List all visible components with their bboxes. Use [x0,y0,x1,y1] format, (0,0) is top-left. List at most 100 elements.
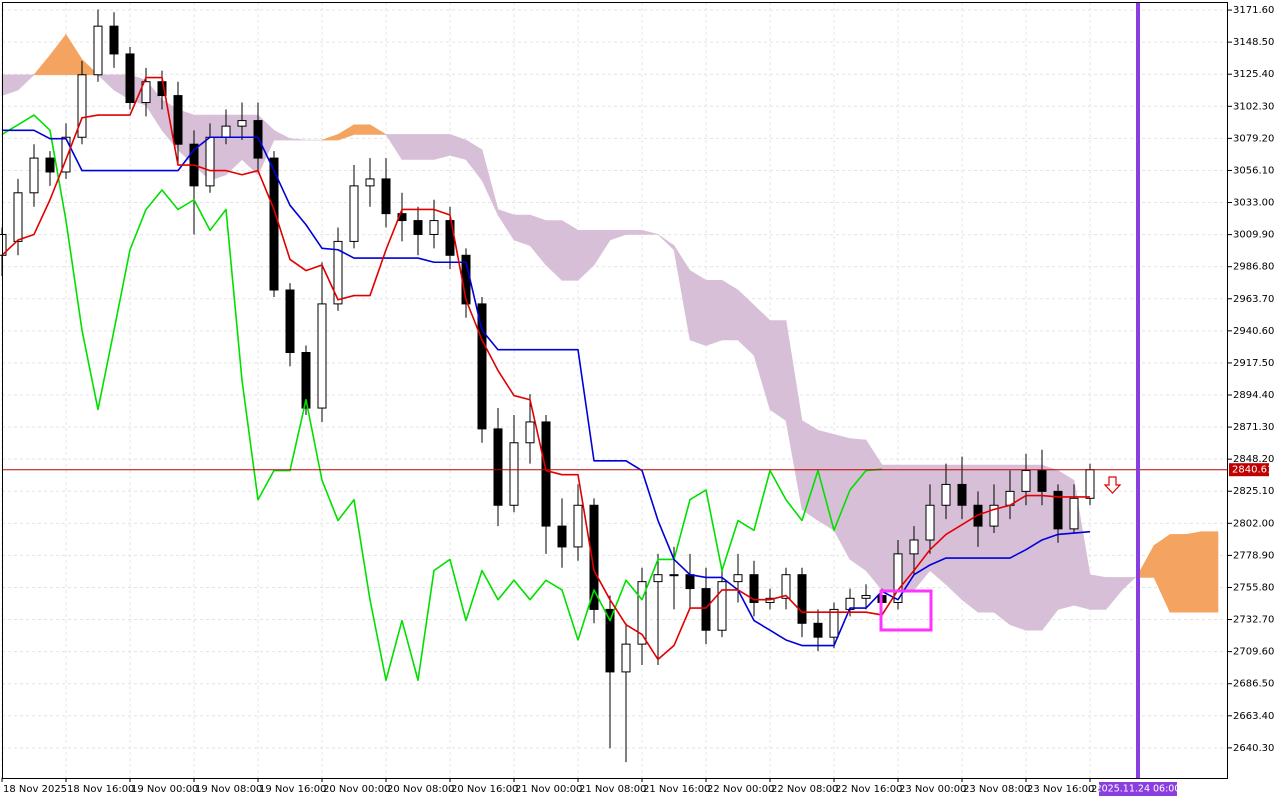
candle-body [685,574,695,590]
candle-body [893,553,903,603]
candle-body [221,125,231,138]
y-tick-label: 2917.50 [1233,358,1274,369]
candles [0,9,1095,763]
candle-body [317,303,327,409]
candle-body [477,303,487,430]
y-tick-label: 2940.60 [1233,326,1274,337]
cloud-segment [865,438,883,591]
candle-body [253,120,263,159]
x-tick-label: 21 Nov 08:00 [579,784,646,795]
candle-body [525,421,535,444]
cloud-segment [689,270,707,346]
candle-body [205,136,215,187]
indicator-line [2,129,1091,647]
cloud-segment [561,220,579,281]
candle-body [557,525,567,548]
y-tick-label: 3079.20 [1233,133,1274,144]
candle-body [573,504,583,548]
y-tick-label: 2709.60 [1233,647,1274,658]
candle-body [1037,470,1047,492]
y-tick-label: 3125.40 [1233,69,1274,80]
cloud-segment [705,279,723,346]
candle-body [861,595,871,599]
candle-body [813,622,823,638]
candle-body [669,574,679,577]
y-tick-label: 2871.30 [1233,422,1274,433]
plot-frame [2,2,1228,779]
candle-body [141,81,151,104]
y-tick-label: 2848.20 [1233,454,1274,465]
y-tick-label: 3171.60 [1233,5,1274,16]
candle-body [541,421,551,527]
candle-body [109,25,119,55]
candle-body [397,213,407,222]
cloud-segment [625,230,643,235]
current-price-box [1229,463,1269,477]
x-tick-label: 18 Nov 2025 [3,784,67,795]
candle-body [733,574,743,583]
cloud-segment [721,279,739,341]
cloud-segment [977,464,995,613]
candle-body [29,157,39,194]
cloud-segment [289,138,307,141]
candle-body [349,185,359,242]
x-tick-label: 20 Nov 08:00 [387,784,454,795]
cloud-segment [369,124,388,135]
y-tick-label: 2640.30 [1233,743,1274,754]
time-marker-box [1099,782,1177,796]
candle-body [829,608,839,638]
x-tick-label: 22 Nov 16:00 [835,784,902,795]
candle-body [429,220,439,235]
candle-body [1053,490,1063,530]
x-tick-label: 19 Nov 00:00 [131,784,198,795]
y-tick-label: 2963.70 [1233,294,1274,305]
time-marker-label: 2025.11.24 06:00 [1096,784,1181,795]
cloud-segment [769,320,787,422]
candle-body [333,240,343,305]
candle-body [77,74,87,138]
cloud-segment [1185,531,1203,613]
candle-body [1069,497,1079,530]
y-tick-label: 2894.40 [1233,390,1274,401]
candle-body [621,643,631,673]
x-tick-label: 20 Nov 00:00 [323,784,390,795]
axes: 3171.60 3148.50 3125.40 3102.30 3079.20 3056.… [1,5,1274,796]
candle-body [125,53,135,104]
cloud-segment [17,74,35,91]
candle-body [365,178,375,187]
y-tick-label: 2778.90 [1233,550,1274,561]
candle-body [381,178,391,215]
cloud-segment [401,134,419,160]
indicator-lines [1,76,1091,682]
candle-body [781,574,791,599]
candle-body [1085,469,1095,499]
x-tick-label: 18 Nov 16:00 [67,784,134,795]
y-tick-label: 3148.50 [1233,37,1274,48]
candle-body [61,136,71,173]
cloud-segment [849,438,867,572]
x-tick-label: 24 [1091,784,1104,795]
x-tick-label: 23 Nov 08:00 [963,784,1030,795]
x-tick-label: 21 Nov 00:00 [515,784,582,795]
candle-body [605,608,615,673]
x-tick-label: 23 Nov 00:00 [899,784,966,795]
x-tick-label: 21 Nov 16:00 [643,784,710,795]
candle-body [653,574,663,583]
cloud-segment [1089,574,1107,610]
x-tick-label: 19 Nov 08:00 [195,784,262,795]
cloud-segment [993,464,1011,626]
candle-body [285,289,295,354]
x-tick-label: 20 Nov 16:00 [451,784,518,795]
candle-body [637,581,647,645]
x-tick-label: 19 Nov 16:00 [259,784,326,795]
candle-body [749,574,759,603]
highlight-box [879,589,933,632]
cloud-segment [353,124,371,135]
overlays [2,2,1228,778]
sell-arrow [1103,476,1122,494]
candle-body [1021,470,1031,492]
candle-body [989,504,999,527]
current-price-label: 2840.61 [1232,465,1273,476]
y-tick-label: 2825.10 [1233,486,1274,497]
candle-body [493,428,503,506]
